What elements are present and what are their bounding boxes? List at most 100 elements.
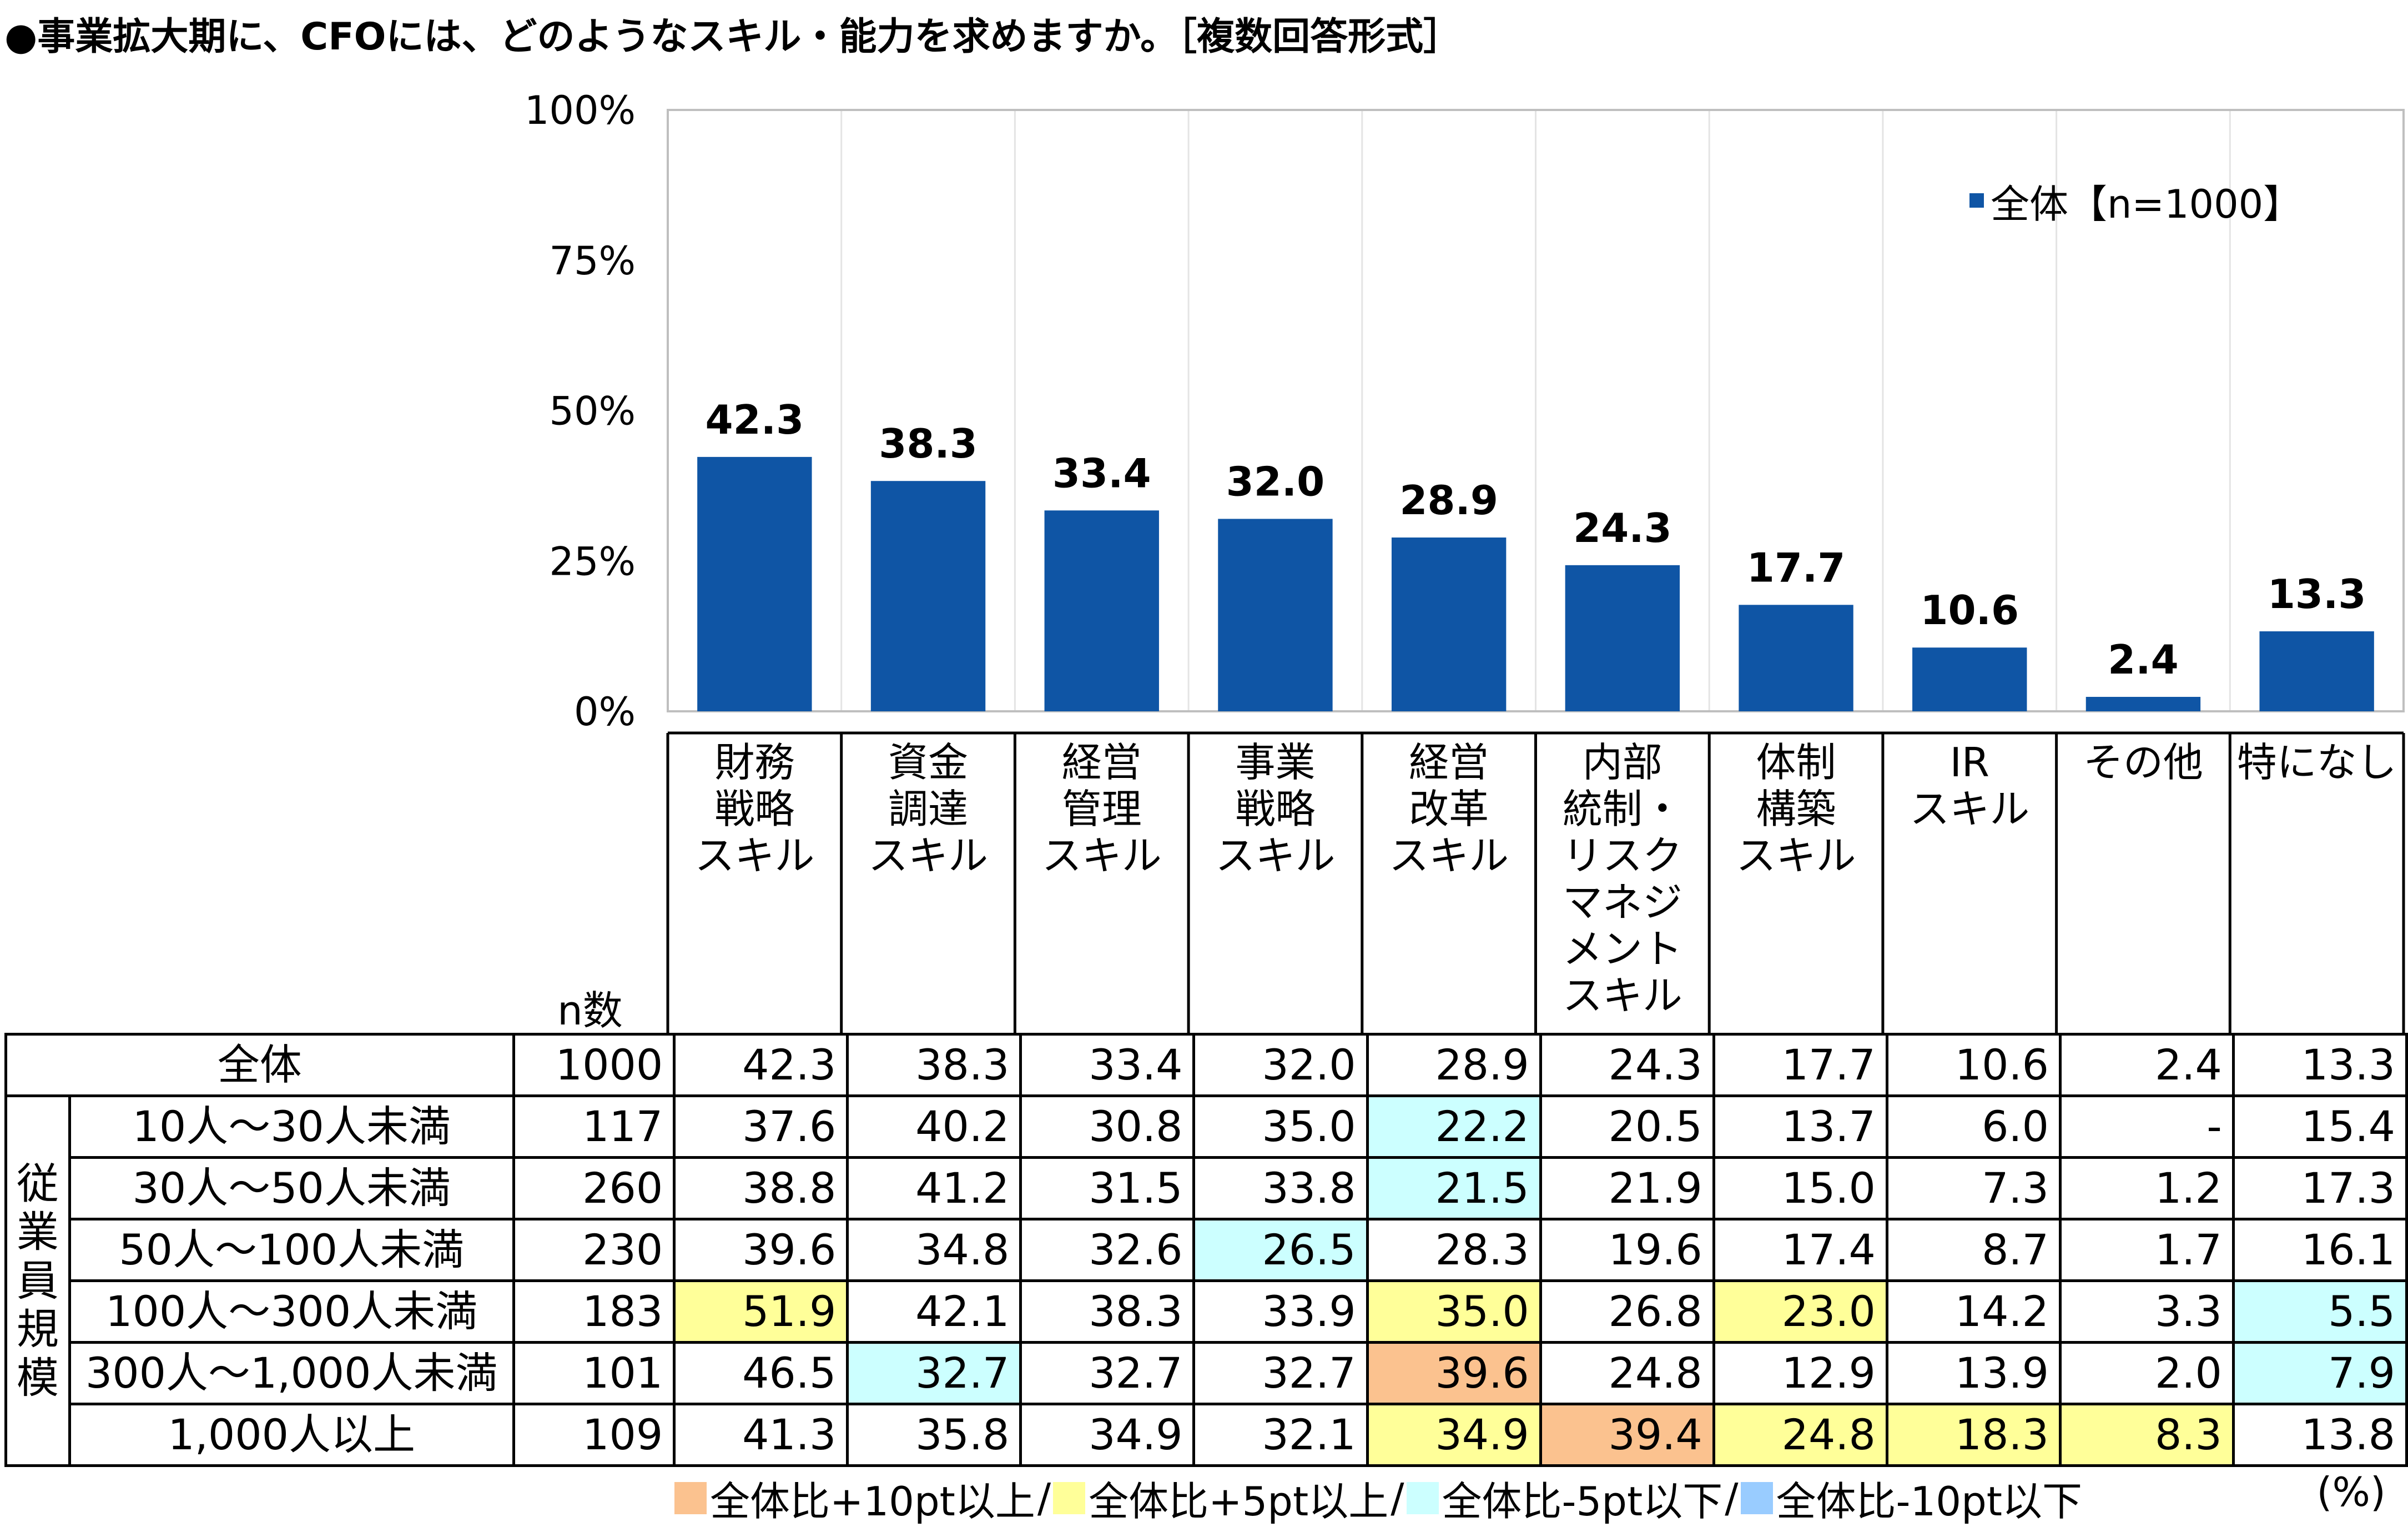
row-label: 300人～1,000人未満 <box>68 1341 515 1405</box>
bar-value-label: 17.7 <box>1747 544 1846 591</box>
n-cell: 117 <box>512 1094 676 1159</box>
value-cell: 12.9 <box>1712 1341 1888 1405</box>
row-label: 1,000人以上 <box>68 1403 515 1467</box>
table-row: 1,000人以上 109 41.3 35.8 34.9 32.1 34.9 39.4 24.8 1… <box>6 1403 2408 1467</box>
category-label: スキル <box>1215 832 1335 879</box>
row-label: 30人～50人未満 <box>68 1156 515 1220</box>
value-cell: 33.4 <box>1019 1033 1196 1097</box>
category-label: スキル <box>1563 972 1682 1019</box>
value-cell: 28.9 <box>1366 1033 1542 1097</box>
value-cell: 32.6 <box>1019 1218 1196 1282</box>
table-row-total: 全体 1000 42.3 38.3 33.4 32.0 28.9 24.3 17.7 10.6 2.… <box>4 1033 2408 1097</box>
value-cell: 17.7 <box>1712 1033 1888 1097</box>
bar <box>1218 519 1333 711</box>
legend-plus10-swatch <box>674 1481 707 1514</box>
value-cell: 1.7 <box>2058 1218 2235 1282</box>
value-cell: 8.7 <box>1885 1218 2062 1282</box>
value-cell: 40.2 <box>846 1094 1022 1159</box>
bar-value-label: 32.0 <box>1226 458 1325 505</box>
value-cell: 24.8 <box>1712 1403 1888 1467</box>
table-row: 従業員規模 10人～30人未満 117 37.6 40.2 30.8 35.0 22.2 20.… <box>4 1094 2408 1467</box>
value-cell: 51.9 <box>673 1279 849 1344</box>
category-label: その他 <box>2083 739 2203 786</box>
n-header: n数 <box>557 987 623 1033</box>
bar-chart: 0% 25% 50% 75% 100% 42.3 38.3 33.4 32.0 28.9 24.3 1… <box>525 88 2405 1033</box>
value-cell: 20.5 <box>1539 1094 1715 1159</box>
bar <box>1044 510 1159 711</box>
bar-value-label: 2.4 <box>2108 636 2179 683</box>
value-cell: 24.8 <box>1539 1341 1715 1405</box>
value-cell: 26.5 <box>1192 1218 1369 1282</box>
category-label: メント <box>1563 926 1682 972</box>
value-cell: 14.2 <box>1885 1279 2062 1344</box>
value-cell: 2.0 <box>2058 1341 2235 1405</box>
table-row: 50人～100人未満 230 39.6 34.8 32.6 26.5 28.3 19.6 17.… <box>6 1218 2408 1282</box>
value-cell: 39.4 <box>1539 1403 1715 1467</box>
value-cell: 13.7 <box>1712 1094 1888 1159</box>
value-cell: 42.3 <box>673 1033 849 1097</box>
category-label: リスク <box>1563 832 1682 879</box>
value-cell: 3.3 <box>2058 1279 2235 1344</box>
category-label: スキル <box>1042 832 1162 879</box>
value-cell: 7.3 <box>1885 1156 2062 1220</box>
legend-minus5-label: 全体比-5pt以下 <box>1442 1478 1723 1525</box>
value-cell: 32.0 <box>1192 1033 1369 1097</box>
value-cell: 35.0 <box>1192 1094 1369 1159</box>
bar-value-label: 33.4 <box>1052 450 1151 496</box>
legend-minus10: 全体比-10pt以下 <box>1740 1469 2083 1527</box>
page-title: ●事業拡大期に、CFOには、どのようなスキル・能力を求めますか。［複数回答形式］ <box>4 15 1462 59</box>
value-cell: 28.3 <box>1366 1218 1542 1282</box>
value-cell: 42.1 <box>846 1279 1022 1344</box>
category-label: 調達 <box>888 786 968 832</box>
bar <box>697 456 812 711</box>
category-label: 改革 <box>1409 786 1489 832</box>
value-cell: 32.7 <box>1019 1341 1196 1405</box>
value-cell: 32.7 <box>1192 1341 1369 1405</box>
category-label: 内部 <box>1583 739 1663 786</box>
y-tick-label: 75% <box>549 238 636 284</box>
category-label: 特になし <box>2237 739 2397 786</box>
value-cell: 8.3 <box>2058 1403 2235 1467</box>
value-cell: 18.3 <box>1885 1403 2062 1467</box>
value-cell: 38.8 <box>673 1156 849 1220</box>
value-cell: 15.4 <box>2231 1094 2408 1159</box>
value-cell: 39.6 <box>1366 1341 1542 1405</box>
category-label: スキル <box>868 832 988 879</box>
value-cell: 1.2 <box>2058 1156 2235 1220</box>
value-cell: 34.8 <box>846 1218 1022 1282</box>
table-row: 300人～1,000人未満 101 46.5 32.7 32.7 32.7 39.6 24.8… <box>6 1341 2408 1405</box>
legend-minus10-label: 全体比-10pt以下 <box>1776 1478 2083 1525</box>
y-tick-label: 25% <box>549 539 636 584</box>
group-label: 従業員規模 <box>4 1094 71 1467</box>
category-label: IR <box>1950 739 1989 786</box>
value-cell: 13.3 <box>2231 1033 2408 1097</box>
legend-minus5: 全体比-5pt以下 <box>1406 1469 1723 1527</box>
row-label: 全体 <box>4 1033 515 1097</box>
bar-value-label: 38.3 <box>879 420 978 467</box>
n-cell: 183 <box>512 1279 676 1344</box>
value-cell: 13.9 <box>1885 1341 2062 1405</box>
value-cell: 26.8 <box>1539 1279 1715 1344</box>
value-cell: 23.0 <box>1712 1279 1888 1344</box>
category-label: スキル <box>1910 786 2029 832</box>
category-label: スキル <box>1389 832 1509 879</box>
legend-plus10: 全体比+10pt以上 <box>674 1469 1035 1527</box>
y-tick-label: 0% <box>574 689 636 735</box>
value-cell: 41.3 <box>673 1403 849 1467</box>
row-label: 50人～100人未満 <box>68 1218 515 1282</box>
bar <box>1391 538 1507 711</box>
n-cell: 230 <box>512 1218 676 1282</box>
value-cell: 33.9 <box>1192 1279 1369 1344</box>
y-tick-label: 50% <box>549 389 636 434</box>
category-label: 戦略 <box>1235 786 1315 832</box>
bar-value-label: 10.6 <box>1920 587 2019 634</box>
category-label: 統制・ <box>1563 786 1682 832</box>
bar <box>870 481 986 711</box>
category-label: 事業 <box>1235 739 1315 786</box>
legend-plus10-label: 全体比+10pt以上 <box>710 1478 1035 1525</box>
value-cell: 32.1 <box>1192 1403 1369 1467</box>
value-cell: 34.9 <box>1019 1403 1196 1467</box>
value-cell: 13.8 <box>2231 1403 2408 1467</box>
unit-label: (%) <box>2316 1469 2386 1515</box>
category-label: 資金 <box>888 739 968 786</box>
